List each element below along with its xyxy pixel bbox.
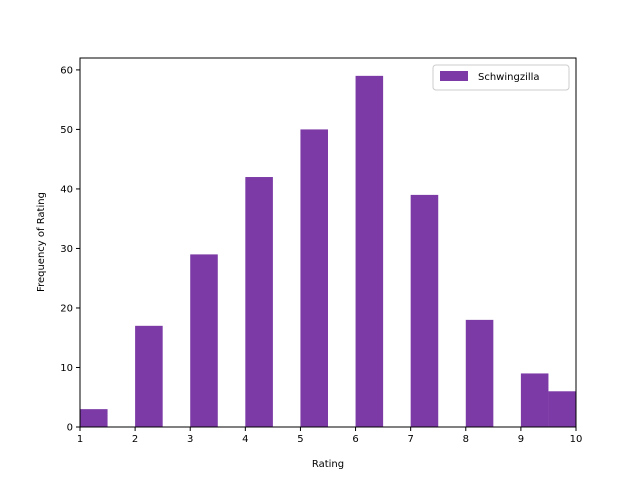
bars-group (80, 75, 576, 428)
x-tick-label-4: 5 (297, 434, 303, 445)
legend-label: Schwingzilla (478, 72, 540, 83)
y-tick-label-5: 50 (60, 125, 73, 136)
x-tick-label-9: 10 (570, 434, 583, 445)
x-axis-label: Rating (312, 459, 344, 470)
x-tick-label-0: 1 (77, 434, 83, 445)
bar-8 (520, 373, 549, 427)
y-tick-label-1: 10 (60, 363, 73, 374)
bar-7 (465, 319, 494, 427)
y-tick-label-0: 0 (67, 423, 73, 434)
y-tick-label-3: 30 (60, 244, 73, 255)
plot-frame (79, 57, 577, 428)
legend-swatch (440, 71, 468, 81)
bar-9 (548, 391, 576, 427)
bar-1 (135, 325, 163, 427)
bar-6 (410, 194, 439, 427)
x-tick-label-3: 4 (242, 434, 248, 445)
y-axis-label: Frequency of Rating (36, 192, 47, 292)
legend: Schwingzilla (432, 64, 570, 91)
bar-5 (355, 75, 384, 427)
y-axis: 0 10 20 30 40 50 60 (60, 65, 80, 434)
bar-0 (80, 409, 108, 427)
x-axis: 1 2 3 4 5 6 7 8 9 10 (77, 427, 583, 445)
bar-4 (300, 129, 328, 428)
bar-3 (245, 177, 273, 427)
x-tick-label-2: 3 (187, 434, 193, 445)
bar-2 (190, 254, 218, 427)
x-tick-label-5: 6 (352, 434, 358, 445)
x-tick-label-1: 2 (132, 434, 138, 445)
y-tick-label-2: 20 (60, 303, 73, 314)
y-tick-label-6: 60 (60, 65, 73, 76)
y-tick-label-4: 40 (60, 184, 73, 195)
x-tick-label-8: 9 (518, 434, 524, 445)
x-tick-label-6: 7 (407, 434, 413, 445)
x-tick-label-7: 8 (463, 434, 469, 445)
